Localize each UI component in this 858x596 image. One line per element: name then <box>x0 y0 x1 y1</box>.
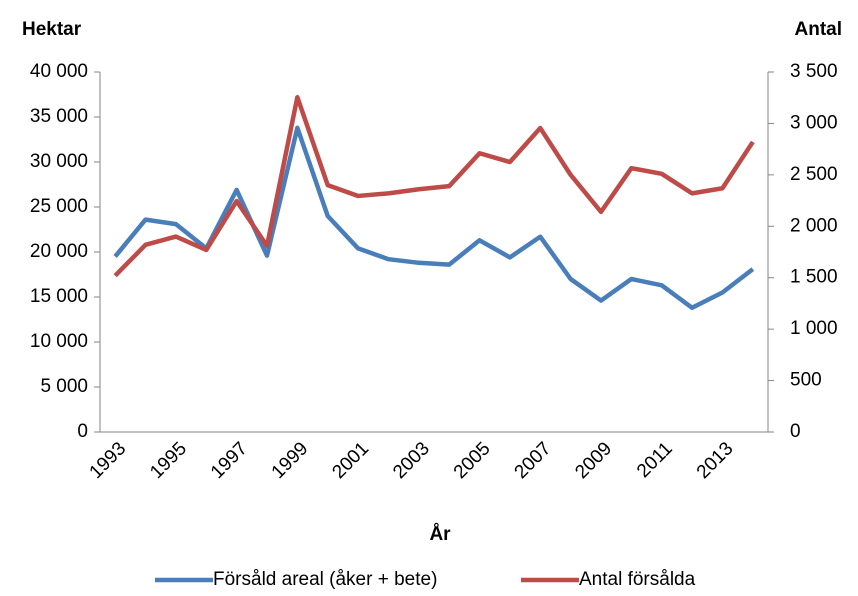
y-axis-title: Hektar <box>22 19 82 40</box>
x-tick-label: 2011 <box>633 438 677 482</box>
x-tick-label: 2005 <box>450 438 495 483</box>
legend-label: Försåld areal (åker + bete) <box>213 569 437 590</box>
y-tick-label: 25 000 <box>30 196 88 217</box>
x-tick-label: 1993 <box>86 438 131 483</box>
y-tick-label: 15 000 <box>30 286 88 307</box>
x-tick-label: 2009 <box>571 438 616 483</box>
y-tick-label: 35 000 <box>30 106 88 127</box>
series-line <box>113 94 755 278</box>
x-tick-label: 2003 <box>389 438 434 483</box>
x-axis-title: År <box>429 524 451 545</box>
legend-label: Antal försålda <box>579 569 696 590</box>
y2-tick-label: 2 500 <box>790 164 838 185</box>
x-tick-label: 1999 <box>268 438 313 483</box>
y2-tick-label: 500 <box>790 370 822 391</box>
x-tick-label: 2013 <box>693 438 738 483</box>
y2-tick-label: 3 000 <box>790 112 838 133</box>
y2-tick-label: 1 500 <box>790 267 838 288</box>
y2-tick-label: 1 000 <box>790 318 838 339</box>
y-tick-label: 5 000 <box>40 376 88 397</box>
y2-tick-label: 2 000 <box>790 215 838 236</box>
y2-tick-label: 0 <box>790 421 801 442</box>
y-tick-label: 40 000 <box>30 61 88 82</box>
y2-axis-title: Antal <box>795 19 843 40</box>
y-tick-label: 30 000 <box>30 151 88 172</box>
y-tick-label: 10 000 <box>30 331 88 352</box>
x-tick-label: 1995 <box>146 438 191 483</box>
y2-tick-label: 3 500 <box>790 61 838 82</box>
series-line <box>113 125 755 311</box>
x-tick-label: 1997 <box>207 438 252 483</box>
y-tick-label: 20 000 <box>30 241 88 262</box>
x-tick-label: 2001 <box>328 438 373 483</box>
x-tick-label: 2007 <box>511 438 556 483</box>
y-tick-label: 0 <box>77 421 88 442</box>
